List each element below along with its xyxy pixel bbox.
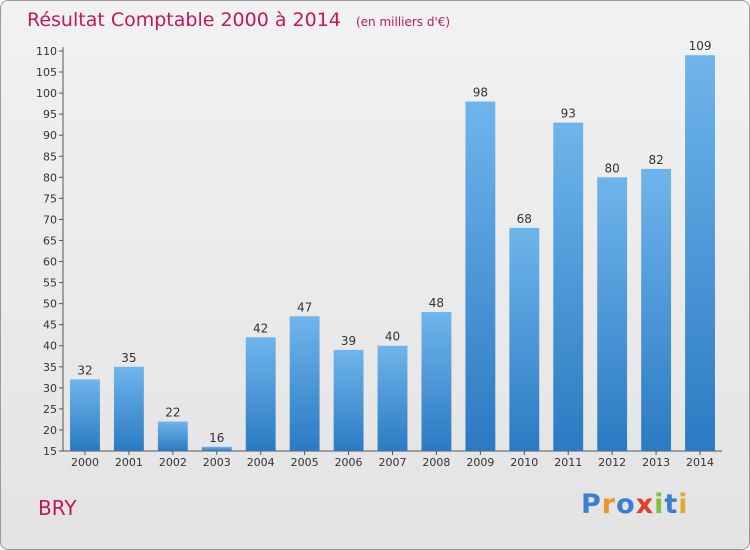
y-tick-label: 60 — [43, 256, 57, 269]
y-tick-label: 15 — [43, 445, 57, 458]
data-label-2001: 35 — [121, 351, 136, 365]
data-label-2008: 48 — [429, 296, 444, 310]
x-tick-label-2013: 2013 — [642, 456, 670, 469]
x-tick-label-2011: 2011 — [554, 456, 582, 469]
bar-2009 — [465, 101, 496, 452]
bar-2010 — [509, 227, 540, 451]
y-tick-label: 100 — [36, 87, 57, 100]
x-tick-label-2004: 2004 — [247, 456, 275, 469]
y-tick-label: 30 — [43, 382, 57, 395]
y-tick-label: 110 — [36, 45, 57, 58]
x-tick-label-2000: 2000 — [71, 456, 99, 469]
x-tick-label-2014: 2014 — [686, 456, 714, 469]
x-tick-label-2006: 2006 — [335, 456, 363, 469]
y-tick-label: 20 — [43, 424, 57, 437]
data-label-2002: 22 — [165, 406, 180, 420]
x-tick-label-2003: 2003 — [203, 456, 231, 469]
bar-2000 — [70, 379, 100, 451]
y-tick-label: 35 — [43, 361, 57, 374]
bar-2013 — [641, 168, 672, 452]
data-label-2014: 109 — [689, 39, 712, 53]
x-tick-label-2009: 2009 — [466, 456, 494, 469]
y-tick-label: 105 — [36, 66, 57, 79]
x-tick-label-2001: 2001 — [115, 456, 143, 469]
bar-2006 — [333, 349, 364, 451]
logo-letter: i — [678, 489, 689, 520]
x-tick-label-2012: 2012 — [598, 456, 626, 469]
bar-2012 — [597, 177, 628, 451]
data-label-2013: 82 — [648, 153, 663, 167]
bar-2014 — [685, 55, 715, 452]
proxiti-logo: Proxiti — [581, 489, 689, 520]
y-tick-label: 95 — [43, 108, 57, 121]
bar-2003 — [201, 446, 232, 451]
bar-2007 — [377, 345, 408, 451]
data-label-2012: 80 — [605, 161, 620, 175]
y-tick-label: 80 — [43, 171, 57, 184]
y-tick-label: 75 — [43, 192, 57, 205]
bar-2004 — [245, 337, 276, 451]
y-tick-label: 25 — [43, 403, 57, 416]
y-tick-label: 70 — [43, 213, 57, 226]
bar-2011 — [553, 122, 584, 451]
chart-subtitle: (en milliers d'€) — [355, 15, 451, 29]
x-tick-label-2010: 2010 — [510, 456, 538, 469]
chart-title-block: Résultat Comptable 2000 à 2014 (en milli… — [27, 9, 450, 31]
logo-letter: x — [635, 489, 655, 520]
data-label-2004: 42 — [253, 321, 268, 335]
x-tick-label-2008: 2008 — [422, 456, 450, 469]
data-label-2007: 40 — [385, 330, 400, 344]
data-label-2003: 16 — [209, 431, 224, 445]
y-tick-label: 50 — [43, 298, 57, 311]
y-tick-label: 90 — [43, 129, 57, 142]
data-label-2000: 32 — [77, 363, 92, 377]
logo-letter: r — [601, 489, 617, 520]
y-tick-label: 65 — [43, 234, 57, 247]
bar-2005 — [289, 316, 320, 451]
commune-label: BRY — [38, 496, 77, 520]
x-tick-label-2002: 2002 — [159, 456, 187, 469]
data-label-2010: 68 — [517, 212, 532, 226]
data-label-2011: 93 — [561, 107, 576, 121]
logo-letter: P — [581, 489, 602, 520]
bar-2008 — [421, 312, 452, 451]
x-tick-label-2007: 2007 — [379, 456, 407, 469]
data-label-2005: 47 — [297, 300, 312, 314]
data-label-2009: 98 — [473, 86, 488, 100]
chart-title: Résultat Comptable 2000 à 2014 — [27, 9, 341, 31]
logo-letter: i — [654, 489, 665, 520]
bar-2002 — [157, 421, 188, 451]
data-label-2006: 39 — [341, 334, 356, 348]
y-tick-label: 40 — [43, 340, 57, 353]
logo-letter: t — [664, 489, 679, 520]
y-tick-label: 55 — [43, 277, 57, 290]
y-tick-label: 45 — [43, 319, 57, 332]
x-tick-label-2005: 2005 — [291, 456, 319, 469]
y-tick-label: 85 — [43, 150, 57, 163]
bar-2001 — [113, 366, 144, 451]
logo-letter: o — [616, 489, 636, 520]
